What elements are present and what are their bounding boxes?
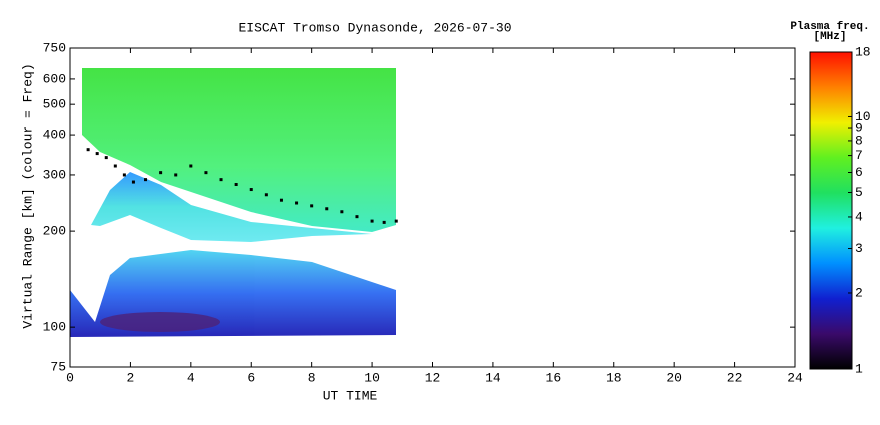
f-region-low-echoes	[91, 172, 372, 242]
trace-point	[340, 210, 344, 214]
x-axis-label: UT TIME	[323, 388, 378, 403]
y-tick-label: 600	[43, 71, 66, 86]
y-tick-label: 300	[43, 167, 66, 182]
trace-point	[325, 207, 329, 211]
x-tick-label: 10	[364, 370, 380, 385]
x-tick-label: 4	[187, 370, 195, 385]
colorbar-label: Plasma freq.	[790, 21, 869, 33]
colorbar-tick-label: 10	[855, 109, 871, 124]
y-tick-label: 750	[43, 40, 66, 55]
x-tick-label: 16	[546, 370, 562, 385]
x-tick-label: 14	[485, 370, 501, 385]
colorbar-tick-label: 8	[855, 133, 863, 148]
trace-point	[249, 188, 253, 192]
colorbar-tick-label: 4	[855, 209, 863, 224]
trace-point	[122, 173, 126, 177]
trace-point	[234, 183, 238, 187]
y-axis-label: Virtual Range [km] (colour = Freq)	[20, 63, 35, 328]
colorbar-tick-label: 7	[855, 148, 863, 163]
x-tick-label: 18	[606, 370, 622, 385]
colorbar	[809, 51, 853, 370]
trace-point	[159, 171, 163, 175]
colorbar-tick-label: 2	[855, 285, 863, 300]
colorbar-unit: [MHz]	[813, 31, 846, 43]
colorbar-tick-label: 9	[855, 120, 863, 135]
trace-point	[95, 152, 99, 156]
y-tick-label: 75	[50, 359, 66, 374]
y-tick-label: 100	[43, 320, 66, 335]
colorbar-tick-label: 18	[855, 44, 871, 59]
y-tick-label: 200	[43, 224, 66, 239]
f-region-echoes	[82, 68, 396, 232]
chart-title: EISCAT Tromso Dynasonde, 2026-07-30	[238, 20, 511, 35]
trace-point	[394, 219, 398, 223]
trace-point	[295, 201, 299, 205]
x-tick-label: 12	[425, 370, 441, 385]
trace-point	[113, 164, 117, 168]
echo-background	[70, 68, 396, 337]
trace-point	[219, 178, 223, 182]
colorbar-tick-label: 5	[855, 185, 863, 200]
e-region-core	[100, 312, 220, 332]
trace-point	[144, 178, 148, 182]
y-tick-label: 500	[43, 97, 66, 112]
y-tick-label: 400	[43, 128, 66, 143]
trace-point	[355, 215, 359, 219]
trace-point	[279, 198, 283, 202]
x-tick-label: 6	[247, 370, 255, 385]
trace-point	[264, 193, 268, 197]
trace-point	[104, 156, 108, 160]
x-tick-label: 2	[127, 370, 135, 385]
trace-point	[131, 180, 135, 184]
trace-point	[204, 171, 208, 175]
trace-point	[174, 173, 178, 177]
x-tick-label: 8	[308, 370, 316, 385]
trace-point	[189, 164, 193, 168]
x-tick-label: 24	[787, 370, 803, 385]
colorbar-tick-label: 1	[855, 361, 863, 376]
colorbar-tick-label: 6	[855, 165, 863, 180]
trace-point	[370, 219, 374, 223]
trace-point	[382, 220, 386, 224]
x-tick-label: 0	[66, 370, 74, 385]
x-tick-label: 22	[727, 370, 743, 385]
x-tick-label: 20	[666, 370, 682, 385]
trace-point	[310, 204, 314, 208]
colorbar-tick-label: 3	[855, 241, 863, 256]
trace-point	[86, 148, 90, 152]
